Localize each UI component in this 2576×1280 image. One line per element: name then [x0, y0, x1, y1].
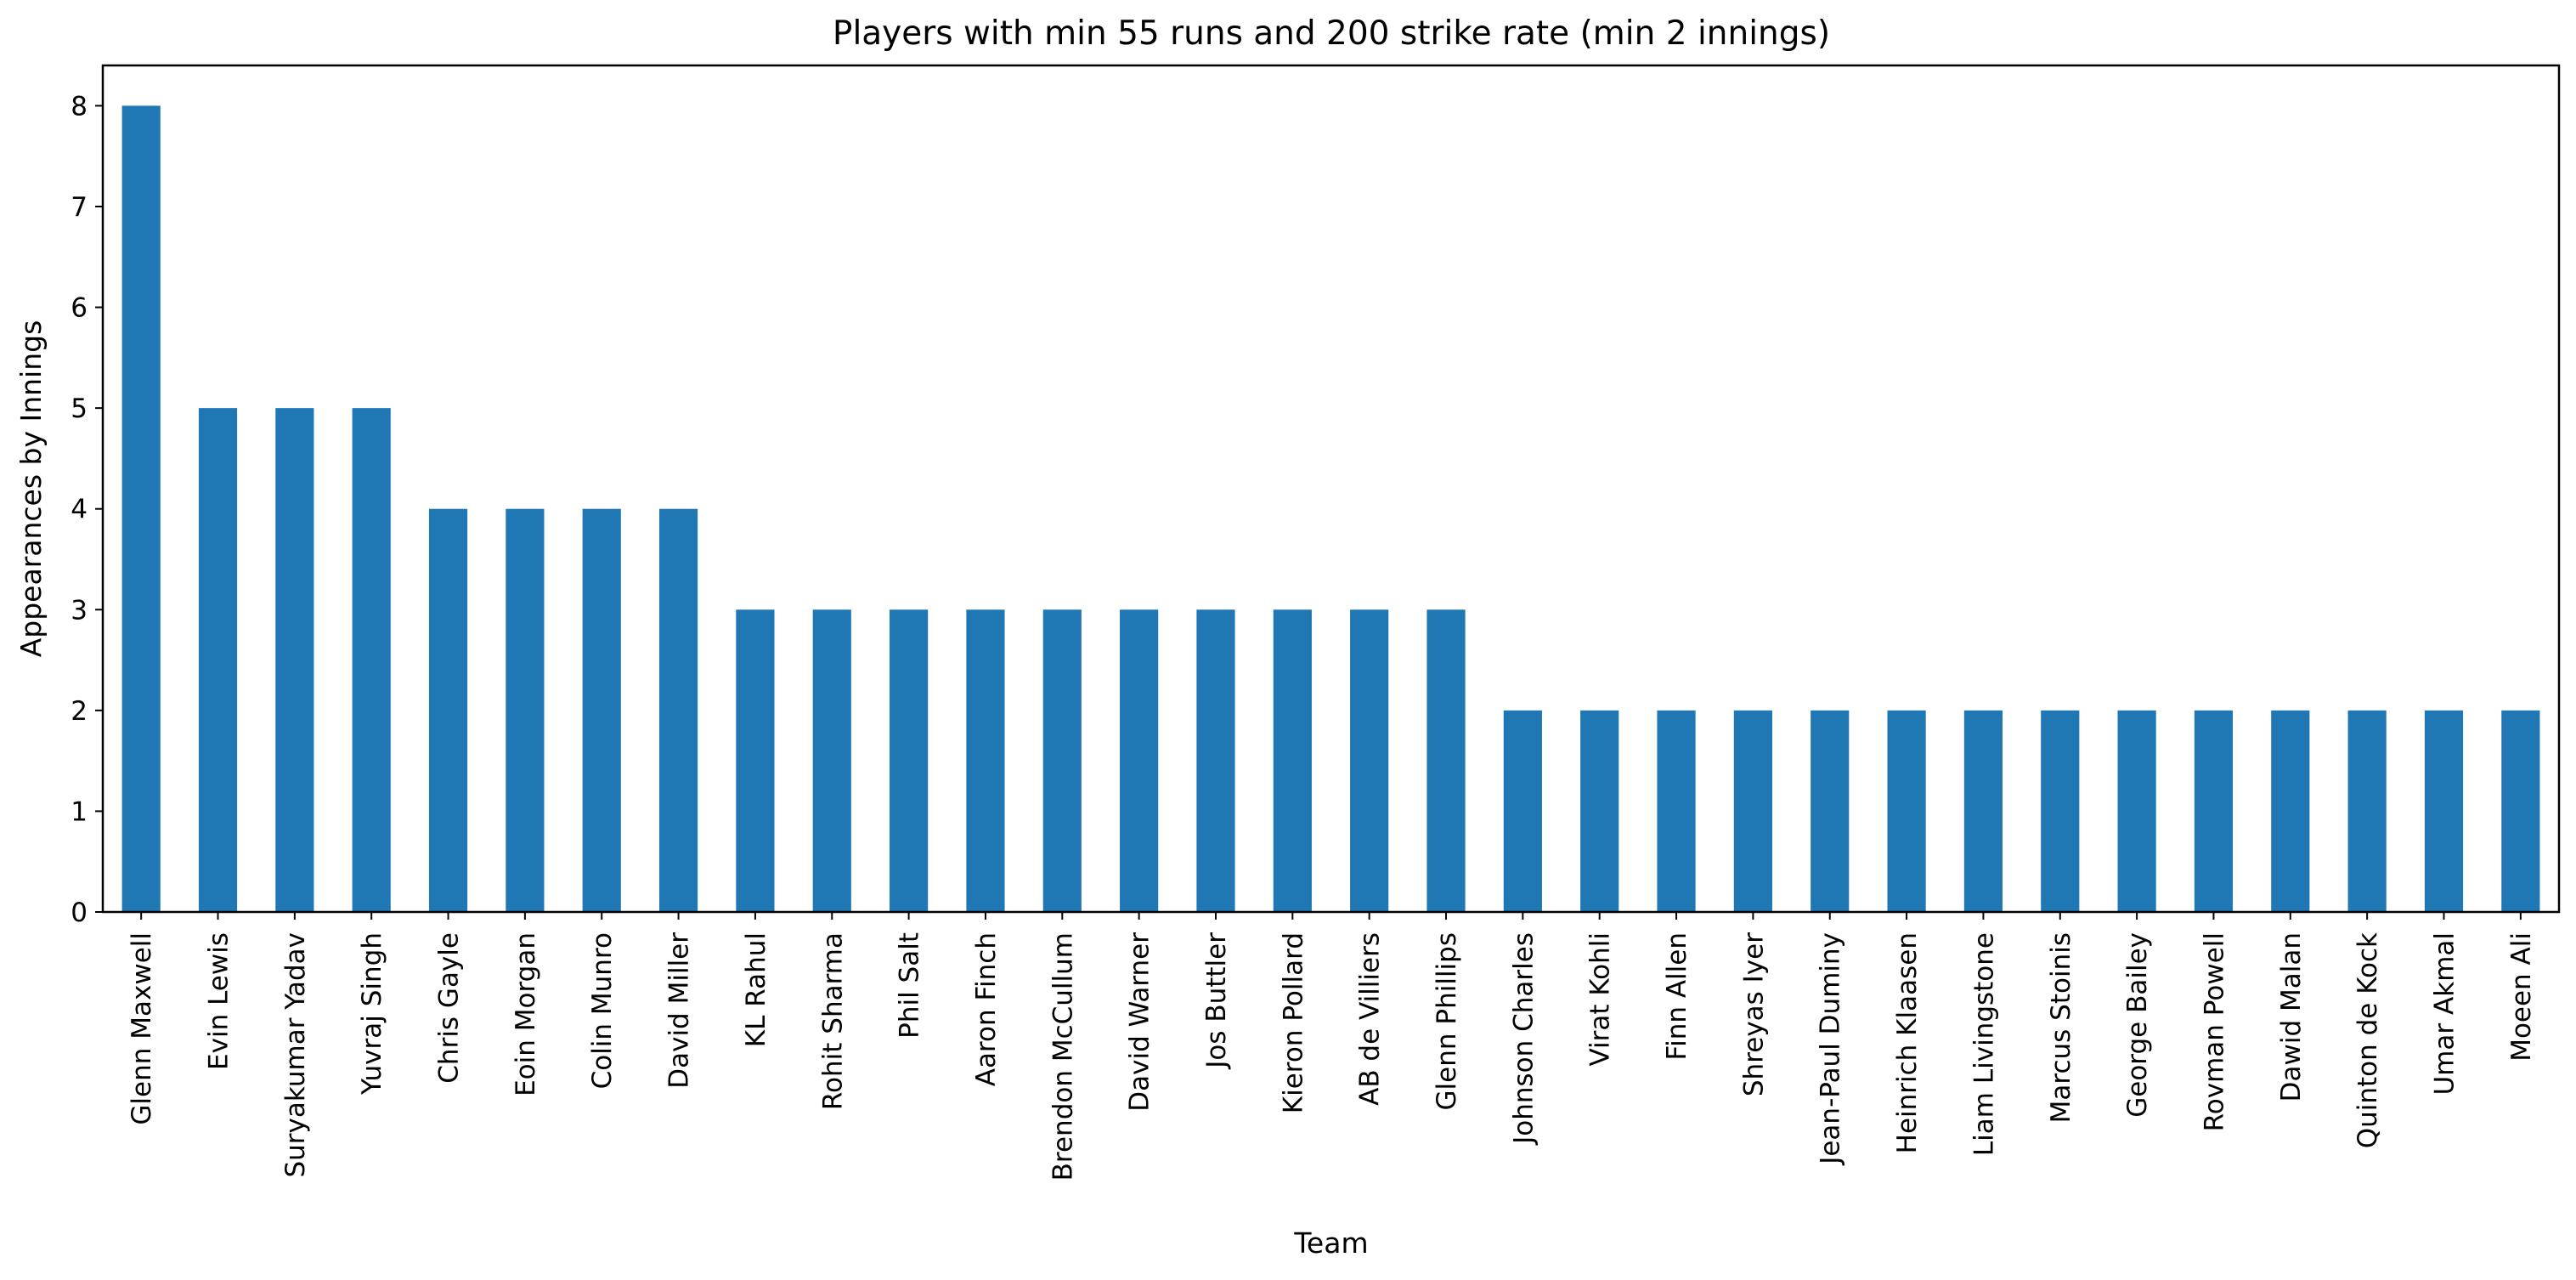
bar [2117, 710, 2156, 912]
bar [658, 508, 698, 912]
x-tick-label: Marcus Stoinis [2046, 932, 2076, 1123]
y-axis: 0 1 2 3 4 5 6 7 8 [71, 91, 103, 928]
bar [736, 609, 775, 912]
bar [582, 508, 621, 912]
y-tick-label: 7 [71, 192, 88, 223]
bar [1042, 609, 1082, 912]
x-tick-label: Glenn Phillips [1432, 932, 1462, 1110]
x-tick-label: KL Rahul [741, 932, 771, 1047]
x-tick-label: AB de Villiers [1355, 932, 1386, 1106]
x-tick-label: Rohit Sharma [817, 932, 848, 1110]
x-tick-label: Johnson Charles [1508, 932, 1539, 1146]
bar [2194, 710, 2234, 912]
bar [1963, 710, 2003, 912]
bar [812, 609, 851, 912]
y-tick-label: 8 [71, 91, 88, 122]
x-tick-label: Jean-Paul Duminy [1816, 932, 1846, 1166]
bar [275, 408, 314, 913]
y-tick-label: 1 [71, 796, 88, 827]
x-tick-label: Heinrich Klaasen [1892, 932, 1923, 1153]
x-tick-label: Evin Lewis [204, 932, 234, 1070]
bars [121, 105, 2540, 913]
y-tick-label: 6 [71, 293, 88, 324]
x-tick-label: Quinton de Kock [2353, 932, 2383, 1148]
x-tick-label: Aaron Finch [971, 932, 1002, 1086]
bar [1657, 710, 1696, 912]
bar [1733, 710, 1772, 912]
x-tick-label: Kieron Pollard [1278, 932, 1308, 1113]
y-tick-label: 5 [71, 394, 88, 424]
x-tick-label: Jos Buttler [1201, 932, 1232, 1070]
bar [2424, 710, 2464, 912]
x-tick-label: Moeen Ali [2506, 932, 2537, 1062]
y-tick-label: 3 [71, 595, 88, 626]
bar [428, 508, 468, 912]
chart-title: Players with min 55 runs and 200 strike … [833, 14, 1830, 53]
x-tick-label: David Warner [1125, 932, 1155, 1112]
x-tick-label: Liam Livingstone [1969, 932, 1999, 1156]
plot-frame [101, 64, 2561, 914]
x-tick-label: Yuvraj Singh [357, 932, 387, 1096]
bar [966, 609, 1005, 912]
bar [2501, 710, 2540, 912]
x-tick-label: Glenn Maxwell [127, 932, 157, 1125]
bar [198, 408, 238, 913]
x-axis: Glenn Maxwell Evin Lewis Suryakumar Yadav Y… [127, 912, 2537, 1181]
bar [352, 408, 391, 913]
x-tick-label: Brendon McCullum [1048, 932, 1078, 1181]
x-axis-label: Team [1293, 1226, 1368, 1260]
bar [1811, 710, 1850, 912]
bar [1887, 710, 1926, 912]
x-tick-label: Dawid Malan [2276, 932, 2307, 1102]
bar [121, 105, 161, 912]
x-tick-label: Phil Salt [895, 932, 925, 1039]
x-tick-label: George Bailey [2122, 932, 2153, 1118]
x-tick-label: Suryakumar Yadav [280, 932, 311, 1178]
x-tick-label: Rovman Powell [2199, 932, 2229, 1131]
x-tick-label: Virat Kohli [1585, 932, 1616, 1067]
x-tick-label: David Miller [664, 932, 695, 1089]
x-tick-label: Chris Gayle [434, 932, 465, 1084]
bar [1120, 609, 1159, 912]
x-tick-label: Umar Akmal [2429, 932, 2460, 1095]
bar [2347, 710, 2387, 912]
x-tick-label: Colin Munro [587, 932, 618, 1089]
bar [506, 508, 545, 912]
x-tick-label: Shreyas Iyer [1738, 932, 1769, 1096]
bar [890, 609, 929, 912]
bar [1426, 609, 1466, 912]
bar [1196, 609, 1235, 912]
bar [1503, 710, 1542, 912]
bar [1273, 609, 1312, 912]
y-tick-label: 0 [71, 898, 88, 928]
y-tick-label: 2 [71, 696, 88, 727]
bar [1350, 609, 1389, 912]
bar [1580, 710, 1619, 912]
y-axis-label: Appearances by Innings [14, 320, 48, 658]
x-tick-label: Eoin Morgan [511, 932, 541, 1096]
y-tick-label: 4 [71, 495, 88, 525]
bar [2041, 710, 2080, 912]
bar [2271, 710, 2310, 912]
x-tick-label: Finn Allen [1662, 932, 1692, 1061]
